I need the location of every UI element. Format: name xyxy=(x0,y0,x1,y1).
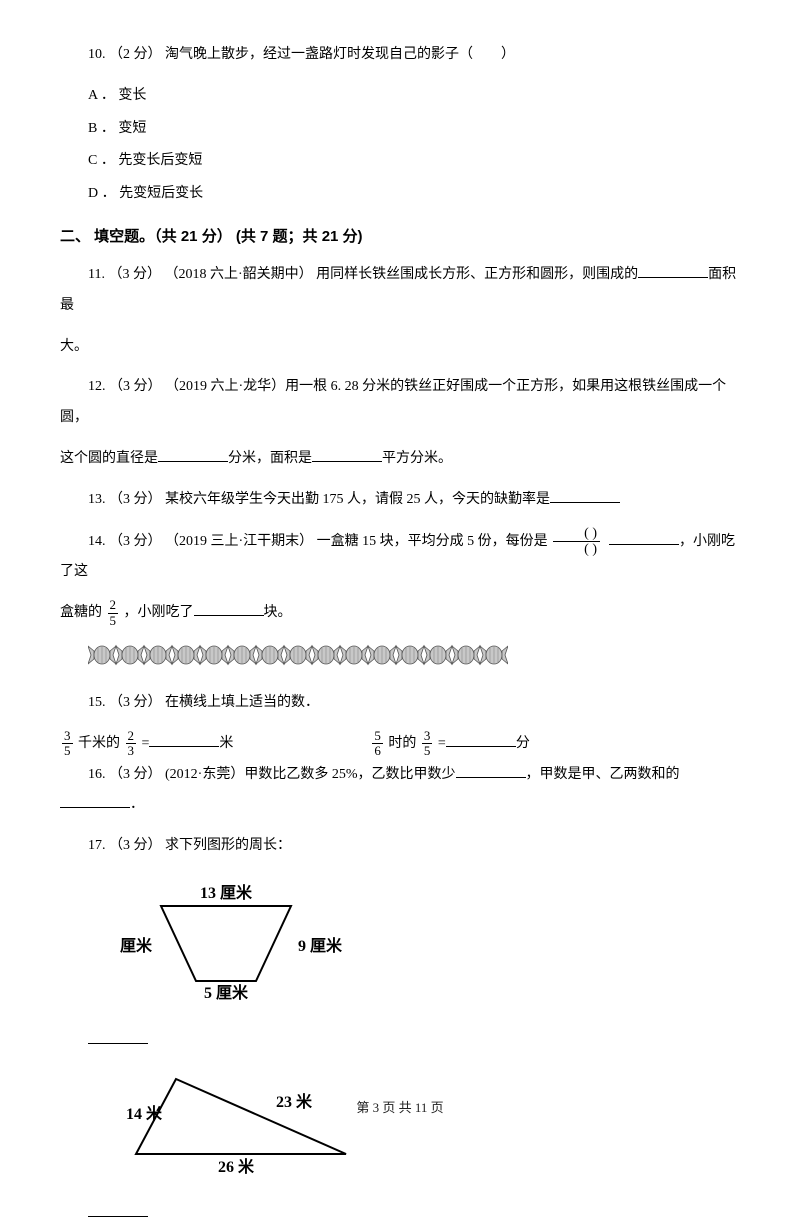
question-13: 13. （3 分） 某校六年级学生今天出勤 175 人，请假 25 人，今天的缺… xyxy=(60,485,740,516)
q11-pre: 11. （3 分） （2018 六上·韶关期中） 用同样长铁丝围成长方形、正方形… xyxy=(88,267,638,282)
q15-blank-1 xyxy=(149,733,219,747)
q14-pre: 14. （3 分） （2019 三上·江干期末） 一盒糖 15 块，平均分成 5… xyxy=(88,534,551,549)
trap-bottom-label: 5 厘米 xyxy=(204,983,249,1002)
q14-fraction-paren: ( )( ) xyxy=(553,526,600,558)
candy-row xyxy=(88,639,740,676)
q16-post: ． xyxy=(130,797,144,812)
question-12: 12. （3 分） （2019 六上·龙华）用一根 6. 28 分米的铁丝正好围… xyxy=(60,372,740,434)
q12-cont: 这个圆的直径是 分米，面积是 平方分米。 xyxy=(60,444,740,475)
candy-figure xyxy=(88,639,508,671)
question-10: 10. （2 分） 淘气晚上散步，经过一盏路灯时发现自己的影子（ ） xyxy=(60,40,740,71)
q15-left-a: 千米的 xyxy=(78,736,124,751)
question-17: 17. （3 分） 求下列图形的周长： xyxy=(60,831,740,862)
q15-right-b: = xyxy=(438,736,446,751)
page-footer: 第 3 页 共 11 页 xyxy=(0,1097,800,1116)
trap-top-label: 13 厘米 xyxy=(200,883,253,902)
q12-blank-2 xyxy=(312,448,382,462)
q14-blank-1 xyxy=(609,531,679,545)
trap-left-label: 9 厘米 xyxy=(116,936,153,955)
q15-blank-2 xyxy=(446,733,516,747)
q15-right-a: 时的 xyxy=(388,736,420,751)
q14-blank-2 xyxy=(194,602,264,616)
q14-fraction-2-5: 25 xyxy=(108,598,119,628)
q14-cont: 盒糖的 25 ，小刚吃了 块。 xyxy=(60,598,740,629)
question-16: 16. （3 分） (2012·东莞）甲数比乙数多 25%，乙数比甲数少 ，甲数是… xyxy=(60,760,740,822)
question-15: 15. （3 分） 在横线上填上适当的数． xyxy=(60,688,740,719)
q10-option-d: D ． 先变短后变长 xyxy=(88,179,740,210)
triangle-answer-line xyxy=(88,1216,148,1217)
q16-blank-2 xyxy=(60,794,130,808)
q15-row: 35 千米的 23 = 米 56 时的 35 = 分 xyxy=(60,729,740,760)
q15-frac-3-5: 35 xyxy=(62,729,73,759)
trapezoid-svg: 13 厘米 9 厘米 9 厘米 5 厘米 xyxy=(116,876,346,1006)
q14-cont-b: ，小刚吃了 xyxy=(124,605,194,620)
q12-blank-1 xyxy=(158,448,228,462)
q11-cont: 大。 xyxy=(60,332,740,363)
trapezoid-figure: 13 厘米 9 厘米 9 厘米 5 厘米 xyxy=(116,876,740,1011)
q16-pre: 16. （3 分） (2012·东莞）甲数比乙数多 25%，乙数比甲数少 xyxy=(88,767,456,782)
q15-left-c: 米 xyxy=(219,736,233,751)
trap-right-label: 9 厘米 xyxy=(298,936,343,955)
q16-mid: ，甲数是甲、乙两数和的 xyxy=(526,767,680,782)
q15-frac-5-6: 56 xyxy=(372,729,383,759)
q16-blank-1 xyxy=(456,764,526,778)
q12-c: 平方分米。 xyxy=(382,451,452,466)
q15-left-b: = xyxy=(142,736,150,751)
question-14: 14. （3 分） （2019 三上·江干期末） 一盒糖 15 块，平均分成 5… xyxy=(60,526,740,589)
section-2-header: 二、 填空题。（共 21 分） (共 7 题；共 21 分) xyxy=(60,222,740,252)
q10-option-c: C ． 先变长后变短 xyxy=(88,146,740,177)
q13-blank xyxy=(550,489,620,503)
q14-cont-a: 盒糖的 xyxy=(60,605,106,620)
q14-cont-c: 块。 xyxy=(264,605,292,620)
q13-pre: 13. （3 分） 某校六年级学生今天出勤 175 人，请假 25 人，今天的缺… xyxy=(88,492,550,507)
q10-option-b: B ． 变短 xyxy=(88,114,740,145)
tri-bottom-label: 26 米 xyxy=(218,1157,255,1176)
triangle-figure: 14 米 23 米 26 米 xyxy=(116,1059,740,1184)
question-11: 11. （3 分） （2018 六上·韶关期中） 用同样长铁丝围成长方形、正方形… xyxy=(60,260,740,322)
q15-frac-3-5b: 35 xyxy=(422,729,433,759)
q15-right-c: 分 xyxy=(516,736,530,751)
q12-b: 分米，面积是 xyxy=(228,451,312,466)
q12-a: 这个圆的直径是 xyxy=(60,451,158,466)
q15-frac-2-3: 23 xyxy=(126,729,137,759)
q11-blank xyxy=(638,264,708,278)
trapezoid-answer-line xyxy=(88,1043,148,1044)
triangle-svg: 14 米 23 米 26 米 xyxy=(116,1059,376,1179)
q10-option-a: A ． 变长 xyxy=(88,81,740,112)
